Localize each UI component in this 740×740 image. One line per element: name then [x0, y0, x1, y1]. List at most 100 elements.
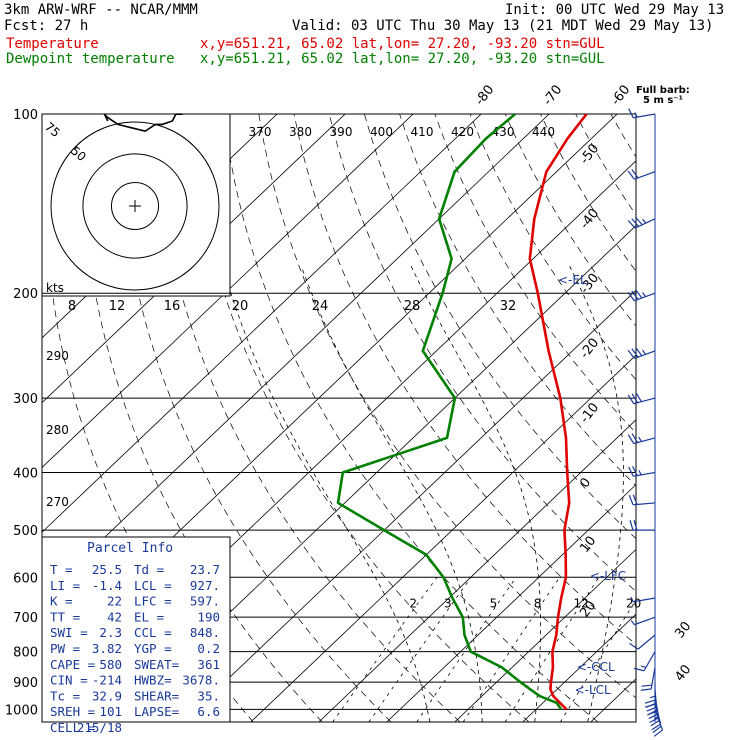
mixing-ratio-line: [332, 577, 438, 722]
temperature-profile: [528, 114, 588, 711]
theta-label: 370: [249, 125, 272, 139]
parcel-info-cell: YGP =: [134, 641, 172, 656]
wind-barb-half: [653, 715, 659, 720]
parcel-info-cell: Tc =: [50, 688, 80, 703]
dry-adiabat: [293, 114, 636, 645]
parcel-info-cell: SREH =: [50, 704, 95, 719]
isotherm-line: [386, 484, 636, 722]
mixing-ratio-line: [560, 599, 636, 722]
parcel-info-cell: 927.: [190, 578, 220, 593]
wind-barb-flag: [652, 725, 662, 734]
wind-barb-flag: [646, 710, 658, 716]
wind-barb: [628, 108, 656, 119]
isotherm-label: -10: [577, 400, 602, 426]
pressure-label: 500: [13, 524, 38, 539]
wind-barb-flag: [631, 290, 639, 300]
wind-barb-flag: [633, 519, 638, 531]
parcel-info-cell: TT =: [50, 609, 80, 624]
theta-label: 390: [330, 125, 353, 139]
isotherm-line: [727, 114, 740, 722]
parcel-info-cell: -1.4: [92, 578, 122, 593]
pressure-label: 300: [13, 392, 38, 407]
wind-barb-flag: [631, 218, 640, 227]
parcel-info-cell: 35.: [197, 688, 220, 703]
hodograph-axis-label: 28: [404, 299, 421, 314]
parcel-info-cell: CIN =: [50, 673, 88, 688]
parcel-info-title: Parcel Info: [87, 541, 173, 556]
hodograph-trace: [103, 113, 183, 133]
wind-barb-flag: [627, 170, 635, 180]
parcel-info-cell: 2.3: [99, 625, 122, 640]
parcel-info-cell: K =: [50, 594, 73, 609]
dry-adiabat: [328, 114, 636, 592]
pressure-label: 200: [13, 287, 38, 302]
parcel-info-cell: CCL =: [134, 625, 172, 640]
parcel-info-cell: HWBZ=: [134, 673, 172, 688]
theta-e-label: 280: [46, 423, 69, 437]
wind-barb-flag: [651, 723, 662, 731]
wind-barb: [627, 289, 656, 302]
wind-barb: [627, 346, 656, 360]
parcel-info-cell: PW =: [50, 641, 80, 656]
wind-barb-flag: [629, 519, 634, 531]
forecast-hour: Fcst: 27 h: [4, 18, 88, 34]
level-annotation: <-CCL: [577, 660, 615, 674]
wind-barb-flag: [641, 684, 652, 687]
hodograph-axis-label: 16: [164, 299, 181, 314]
pressure-label: 400: [13, 466, 38, 481]
wind-barb-flag: [631, 348, 639, 358]
hodograph-ring: [50, 121, 220, 291]
wind-barb-flag: [631, 169, 639, 179]
mixing-ratio-line: [504, 577, 600, 722]
parcel-info-cell: 215/18: [77, 720, 122, 735]
parcel-info-cell: LI =: [50, 578, 80, 593]
parcel-info-cell: 580: [99, 657, 122, 672]
wind-barb-staff: [633, 597, 656, 603]
pressure-label: 1000: [5, 703, 38, 718]
wind-barb: [652, 709, 664, 737]
isotherm-label: -80: [472, 82, 497, 108]
wind-barb-half: [630, 596, 634, 603]
wind-barb-flag: [644, 703, 656, 708]
parcel-info-cell: 32.9: [92, 688, 122, 703]
parcel-info-cell: LCL =: [134, 578, 172, 593]
wind-barb-half: [649, 695, 656, 699]
dewpoint-profile: [336, 114, 563, 711]
parcel-info-cell: 25.5: [92, 562, 122, 577]
isotherm-line: [590, 678, 636, 722]
hodograph-axis-label: 32: [500, 299, 517, 314]
wind-barb-flag: [644, 699, 656, 704]
theta-label: 440: [532, 125, 555, 139]
parcel-info-cell: 101: [99, 704, 122, 719]
wind-barb-flag: [650, 719, 660, 727]
dry-adiabat: [152, 114, 461, 722]
theta-label: 420: [451, 125, 474, 139]
parcel-info-cell: 3678.: [182, 673, 220, 688]
parcel-info-cell: 22: [107, 594, 122, 609]
dry-adiabat: [646, 114, 740, 722]
parcel-info-cell: SHEAR=: [134, 688, 179, 703]
mixing-ratio-label: 12: [574, 597, 589, 611]
wind-barb-staff: [643, 651, 656, 672]
hodograph-ring: [82, 153, 188, 259]
parcel-info-cell: LFC =: [134, 594, 172, 609]
pressure-label: 700: [13, 611, 38, 626]
parcel-info-cell: LAPSE=: [134, 704, 179, 719]
wind-barb-half: [640, 665, 647, 668]
wind-barb-flag: [653, 729, 663, 737]
barb-key-units: 5 m s⁻¹: [643, 95, 683, 106]
wind-barb-flag: [627, 434, 635, 444]
wind-barb-flag: [633, 667, 645, 672]
init-time: Init: 00 UTC Wed 29 May 13: [505, 2, 724, 18]
wind-barb: [627, 433, 656, 445]
isotherm-label: 0: [577, 475, 594, 491]
wind-barb-flag: [628, 466, 634, 477]
hodograph-axis-label: 12: [109, 299, 126, 314]
wind-barb-flag: [634, 216, 643, 226]
isotherm-label: 40: [672, 662, 694, 684]
mixing-ratio-label: 3: [444, 597, 452, 611]
parcel-info-cell: 23.7: [190, 562, 220, 577]
pressure-label: 100: [13, 108, 38, 123]
wind-barb: [628, 494, 656, 506]
